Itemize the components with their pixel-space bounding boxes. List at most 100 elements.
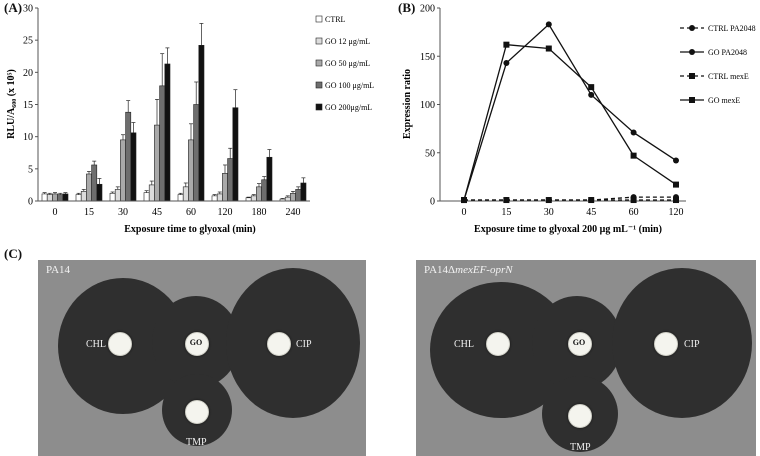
bar-chart-x-tick-label: 45 xyxy=(152,207,162,218)
bar-chart-y-axis-label: RLU/A₆₀₀ (x 10⁵) xyxy=(6,69,17,139)
line-chart-x-tick-label: 60 xyxy=(629,207,639,218)
disk-label-chl: CHL xyxy=(86,339,106,350)
legend-swatch xyxy=(315,59,323,67)
bar xyxy=(120,139,126,202)
antibiotic-disk-cip xyxy=(267,332,291,356)
legend-swatch xyxy=(315,15,323,23)
disk-label-tmp: TMP xyxy=(570,442,591,453)
bar xyxy=(143,192,150,202)
bar-chart-x-tick-label: 120 xyxy=(218,207,233,218)
legend-marker xyxy=(689,49,695,55)
bar xyxy=(109,192,116,202)
bar xyxy=(295,189,302,202)
bar xyxy=(227,158,234,202)
bar xyxy=(188,139,194,202)
line-chart-x-tick-label: 0 xyxy=(462,207,467,218)
antibiotic-disk-tmp xyxy=(185,400,209,424)
antibiotic-disk-tmp xyxy=(568,404,592,428)
antibiotic-disk-go xyxy=(568,332,592,356)
antibiotic-disk-go xyxy=(185,332,209,356)
bar xyxy=(266,156,273,202)
legend-marker xyxy=(689,25,695,31)
bar xyxy=(182,186,189,202)
plate-photo-wild-type: PA14 CHL GO CIP TMP xyxy=(38,260,366,456)
bar xyxy=(148,184,155,202)
legend-swatch xyxy=(315,103,323,111)
data-point xyxy=(503,60,510,67)
bar-chart-x-tick-label: 240 xyxy=(286,207,301,218)
plate-title: PA14 xyxy=(46,264,71,276)
legend-marker xyxy=(689,73,695,79)
line-chart-y-tick-label: 50 xyxy=(425,148,435,159)
data-point xyxy=(588,197,595,204)
bar xyxy=(96,183,103,202)
disk-label-cip: CIP xyxy=(296,339,312,350)
bar-chart-y-tick-label: 20 xyxy=(23,68,33,79)
bar xyxy=(193,104,200,202)
legend-swatch xyxy=(315,81,323,89)
bar-chart-x-tick-label: 180 xyxy=(252,207,267,218)
legend-marker xyxy=(689,97,695,103)
bar-chart-y-tick-label: 5 xyxy=(28,164,33,175)
bar xyxy=(198,45,205,202)
data-point xyxy=(630,197,637,204)
bar xyxy=(216,193,223,202)
bar xyxy=(177,194,184,202)
bar-chart-x-tick-label: 15 xyxy=(84,207,94,218)
data-point xyxy=(673,197,679,204)
bar xyxy=(52,193,58,202)
bar-chart-y-tick-label: 10 xyxy=(23,132,33,143)
bar-chart-y-tick-label: 30 xyxy=(23,4,33,15)
legend-label: GO mexE xyxy=(708,96,740,105)
line-chart-x-tick-label: 15 xyxy=(501,207,511,218)
data-point xyxy=(503,197,510,204)
bar xyxy=(91,164,98,202)
data-point xyxy=(545,197,552,204)
bar xyxy=(125,111,132,202)
line-chart-legend: CTRL PA2048 GO PA2048 CTRL mexE GO mexE xyxy=(680,24,756,105)
line-chart-y-tick-label: 0 xyxy=(430,197,435,208)
legend-label: GO PA2048 xyxy=(708,48,747,57)
inhibition-zone-cip xyxy=(612,268,752,418)
bar xyxy=(86,173,92,202)
legend-label: CTRL PA2048 xyxy=(708,24,756,33)
bar-chart-y-tick-label: 0 xyxy=(28,197,33,208)
disk-label-tmp: TMP xyxy=(186,437,207,448)
data-point xyxy=(630,152,637,159)
bar-chart-y-tick-label: 25 xyxy=(23,36,33,47)
bar xyxy=(80,191,87,202)
bar xyxy=(300,182,307,202)
data-point xyxy=(545,21,552,28)
bar-chart-x-tick-label: 0 xyxy=(53,207,58,218)
bar xyxy=(159,85,166,202)
antibiotic-disk-cip xyxy=(654,332,678,356)
line-chart-y-tick-label: 200 xyxy=(420,4,435,15)
line-chart-x-tick-label: 120 xyxy=(669,207,684,218)
line-chart-x-tick-label: 45 xyxy=(586,207,596,218)
bar xyxy=(261,179,268,202)
data-point xyxy=(673,157,679,164)
data-point xyxy=(588,91,595,98)
bar xyxy=(75,194,82,202)
data-point xyxy=(630,129,637,136)
bar xyxy=(57,194,64,202)
legend-label: CTRL xyxy=(325,15,346,24)
panel-c-label: (C) xyxy=(4,246,23,261)
bar-chart-legend: CTRL GO 12 μg/mL GO 50 μg/mL GO 100 μg/mL GO… xyxy=(315,15,374,112)
legend-label: GO 200μg/mL xyxy=(325,103,372,112)
data-point xyxy=(588,84,595,91)
line-chart-y-tick-label: 150 xyxy=(420,52,435,63)
legend-label: CTRL mexE xyxy=(708,72,749,81)
data-point xyxy=(545,45,552,52)
inhibition-zone-cip xyxy=(226,268,360,418)
legend-label: GO 12 μg/mL xyxy=(325,37,370,46)
bar-chart-y-tick-label: 15 xyxy=(23,100,33,111)
bar xyxy=(211,195,218,202)
series-line xyxy=(463,23,677,201)
plate-photo-mutant: PA14ΔmexEF-oprN CHL GO CIP TMP xyxy=(416,260,756,456)
bar xyxy=(164,63,171,202)
data-point xyxy=(503,41,510,48)
bar xyxy=(62,193,69,202)
legend-swatch xyxy=(315,37,323,45)
bar-chart-x-tick-label: 30 xyxy=(118,207,128,218)
